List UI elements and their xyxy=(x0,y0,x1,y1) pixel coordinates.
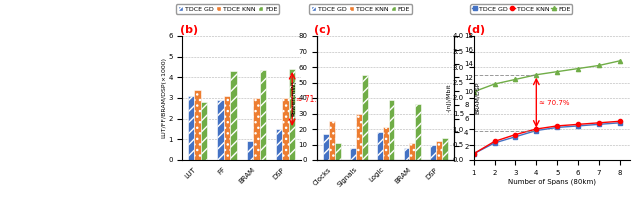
FDE xyxy=(616,60,624,62)
Bar xyxy=(415,104,421,160)
FDE xyxy=(511,78,519,81)
Bar xyxy=(362,75,367,160)
TDCE GD xyxy=(595,123,603,126)
Line: TDCE GD: TDCE GD xyxy=(472,121,622,156)
Bar xyxy=(253,98,260,160)
Legend: TDCE GD, TDCE KNN, FDE: TDCE GD, TDCE KNN, FDE xyxy=(176,4,279,14)
Text: ≈ 71.4%: ≈ 71.4% xyxy=(296,95,328,104)
FDE xyxy=(470,91,477,93)
Bar xyxy=(289,69,296,160)
Bar xyxy=(201,102,207,160)
TDCE GD xyxy=(491,142,499,144)
FDE xyxy=(554,70,561,73)
TDCE KNN xyxy=(532,128,540,130)
X-axis label: Number of Spans (80km): Number of Spans (80km) xyxy=(508,178,596,185)
Bar xyxy=(383,127,388,160)
Bar xyxy=(217,100,223,160)
Bar xyxy=(356,114,362,160)
Legend: TDCE GD, TDCE KNN, FDE: TDCE GD, TDCE KNN, FDE xyxy=(470,4,572,14)
Y-axis label: Power(mW): Power(mW) xyxy=(292,80,297,116)
FDE xyxy=(532,74,540,76)
FDE xyxy=(574,67,582,70)
Bar xyxy=(431,144,436,160)
TDCE GD xyxy=(616,122,624,124)
TDCE KNN xyxy=(470,153,477,155)
Bar xyxy=(350,148,356,160)
Y-axis label: BRAM/DSP: BRAM/DSP xyxy=(474,82,479,114)
Text: (b): (b) xyxy=(180,25,198,35)
Bar xyxy=(388,100,394,160)
Bar xyxy=(195,90,201,160)
Bar xyxy=(329,121,335,160)
Bar xyxy=(404,148,410,160)
Y-axis label: -(nJ)/Mbit: -(nJ)/Mbit xyxy=(446,84,451,112)
TDCE GD xyxy=(574,125,582,127)
FDE xyxy=(491,83,499,85)
TDCE GD xyxy=(470,153,477,155)
Text: (d): (d) xyxy=(467,25,486,35)
Text: (c): (c) xyxy=(314,25,331,35)
Bar xyxy=(335,143,340,160)
TDCE GD xyxy=(532,129,540,132)
Bar xyxy=(323,134,329,160)
Legend: TDCE GD, TDCE KNN, FDE: TDCE GD, TDCE KNN, FDE xyxy=(309,4,412,14)
TDCE KNN xyxy=(574,123,582,126)
Line: TDCE KNN: TDCE KNN xyxy=(472,119,622,156)
TDCE GD xyxy=(554,126,561,129)
Bar xyxy=(442,138,448,160)
Bar xyxy=(276,129,282,160)
Bar xyxy=(282,98,289,160)
Bar xyxy=(436,141,442,160)
Bar xyxy=(410,143,415,160)
TDCE KNN xyxy=(595,122,603,124)
Y-axis label: LUT/FF/BRAM/DSP(×1000): LUT/FF/BRAM/DSP(×1000) xyxy=(162,58,167,138)
TDCE KNN xyxy=(491,140,499,143)
TDCE KNN xyxy=(511,133,519,136)
TDCE KNN xyxy=(616,120,624,122)
Bar xyxy=(246,141,253,160)
Line: FDE: FDE xyxy=(472,59,622,94)
Bar xyxy=(223,96,230,160)
Bar xyxy=(188,96,195,160)
Bar xyxy=(377,132,383,160)
TDCE KNN xyxy=(554,125,561,127)
Bar xyxy=(260,70,266,160)
Text: ≈ 70.7%: ≈ 70.7% xyxy=(540,100,570,106)
TDCE GD xyxy=(511,136,519,138)
Bar xyxy=(230,71,237,160)
FDE xyxy=(595,64,603,67)
